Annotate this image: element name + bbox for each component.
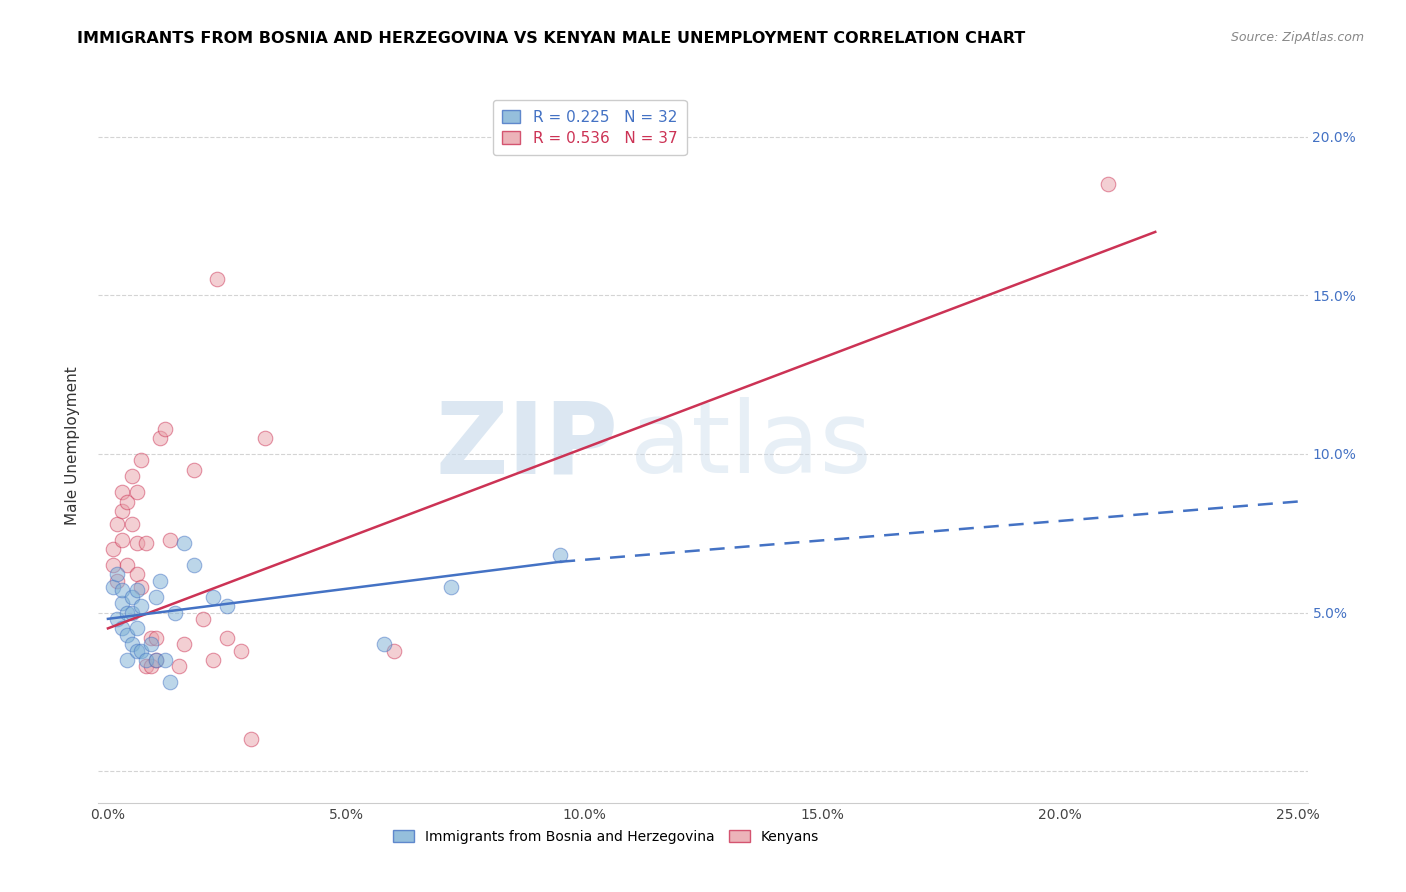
- Point: [440, 580, 463, 594]
- Point: [111, 533, 134, 547]
- Point: [111, 485, 134, 500]
- Point: [173, 637, 195, 651]
- Point: [121, 637, 143, 651]
- Point: [159, 675, 181, 690]
- Point: [115, 628, 138, 642]
- Point: [129, 580, 152, 594]
- Text: IMMIGRANTS FROM BOSNIA AND HERZEGOVINA VS KENYAN MALE UNEMPLOYMENT CORRELATION C: IMMIGRANTS FROM BOSNIA AND HERZEGOVINA V…: [77, 31, 1025, 46]
- Point: [215, 599, 238, 614]
- Point: [111, 504, 134, 518]
- Point: [159, 533, 181, 547]
- Point: [101, 558, 124, 572]
- Point: [121, 469, 143, 483]
- Point: [191, 612, 214, 626]
- Point: [101, 542, 124, 557]
- Point: [139, 659, 162, 673]
- Text: Source: ZipAtlas.com: Source: ZipAtlas.com: [1230, 31, 1364, 45]
- Point: [125, 567, 148, 582]
- Point: [121, 606, 143, 620]
- Point: [111, 621, 134, 635]
- Point: [149, 431, 172, 445]
- Point: [135, 659, 157, 673]
- Point: [145, 590, 167, 604]
- Point: [169, 659, 191, 673]
- Point: [254, 431, 277, 445]
- Point: [163, 606, 186, 620]
- Point: [115, 494, 138, 508]
- Point: [115, 606, 138, 620]
- Legend: Immigrants from Bosnia and Herzegovina, Kenyans: Immigrants from Bosnia and Herzegovina, …: [388, 824, 825, 849]
- Point: [183, 463, 205, 477]
- Text: ZIP: ZIP: [436, 398, 619, 494]
- Point: [145, 653, 167, 667]
- Point: [382, 643, 405, 657]
- Point: [125, 535, 148, 549]
- Y-axis label: Male Unemployment: Male Unemployment: [65, 367, 80, 525]
- Point: [153, 653, 176, 667]
- Point: [548, 549, 571, 563]
- Point: [101, 580, 124, 594]
- Point: [129, 453, 152, 467]
- Point: [149, 574, 172, 588]
- Point: [107, 612, 129, 626]
- Point: [1097, 178, 1119, 192]
- Point: [129, 599, 152, 614]
- Point: [111, 583, 134, 598]
- Point: [173, 535, 195, 549]
- Point: [135, 535, 157, 549]
- Point: [107, 516, 129, 531]
- Point: [201, 590, 224, 604]
- Point: [107, 567, 129, 582]
- Point: [145, 653, 167, 667]
- Text: atlas: atlas: [630, 398, 872, 494]
- Point: [115, 653, 138, 667]
- Point: [373, 637, 395, 651]
- Point: [135, 653, 157, 667]
- Point: [125, 621, 148, 635]
- Point: [145, 631, 167, 645]
- Point: [239, 732, 262, 747]
- Point: [125, 485, 148, 500]
- Point: [215, 631, 238, 645]
- Point: [231, 643, 253, 657]
- Point: [121, 590, 143, 604]
- Point: [207, 272, 229, 286]
- Point: [125, 583, 148, 598]
- Point: [153, 421, 176, 435]
- Point: [139, 631, 162, 645]
- Point: [107, 574, 129, 588]
- Point: [129, 643, 152, 657]
- Point: [121, 516, 143, 531]
- Point: [201, 653, 224, 667]
- Point: [139, 637, 162, 651]
- Point: [125, 643, 148, 657]
- Point: [183, 558, 205, 572]
- Point: [111, 596, 134, 610]
- Point: [115, 558, 138, 572]
